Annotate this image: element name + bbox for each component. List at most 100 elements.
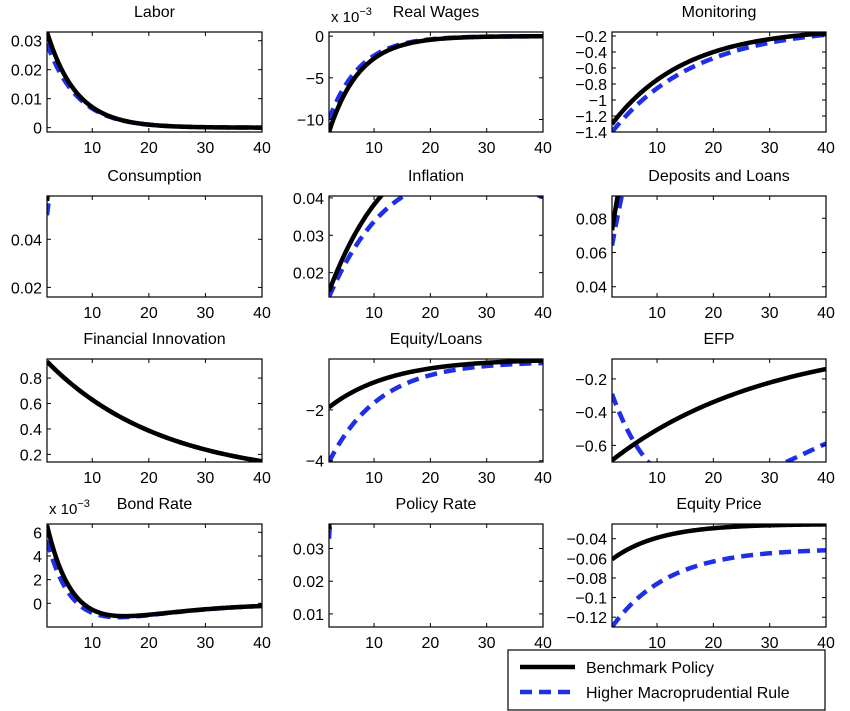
y-tick-label-real-wages: −5 xyxy=(306,71,324,88)
x-tick-label-equity-price: 30 xyxy=(761,635,779,652)
y-tick-label-equity-loans: −4 xyxy=(306,454,324,471)
y-tick-label-bond-rate: 6 xyxy=(33,525,42,542)
x-tick-label-bond-rate: 30 xyxy=(197,635,215,652)
x-tick-label-equity-loans: 40 xyxy=(534,470,552,487)
series-benchmark-inflation xyxy=(329,196,385,293)
y-tick-label-monitoring: −1.2 xyxy=(575,109,607,126)
series-macro-bond-rate xyxy=(47,539,262,620)
y-tick-label-financial-innovation: 0.6 xyxy=(20,397,42,414)
x-tick-label-efp: 20 xyxy=(704,470,722,487)
y-tick-label-equity-price: −0.04 xyxy=(567,532,608,549)
series-group-equity-price xyxy=(612,524,826,627)
exponent-label-bond-rate: x 10−3 xyxy=(49,498,90,518)
series-group-monitoring xyxy=(612,32,826,132)
axes-frame-labor xyxy=(46,31,263,133)
x-tick-label-bond-rate: 10 xyxy=(83,635,101,652)
series-group-equity-loans xyxy=(329,359,543,462)
legend: Benchmark Policy Higher Macroprudential … xyxy=(507,649,826,711)
x-tick-label-monitoring: 10 xyxy=(648,140,666,157)
series-benchmark-real-wages xyxy=(329,34,543,132)
series-benchmark-financial-innovation xyxy=(47,359,262,462)
axes-frame-consumption xyxy=(46,195,263,298)
panel-equity-price: Equity Price 10 20 30 40 −0.12 −0.1 −0.08 −0.06 −… xyxy=(567,496,835,652)
panel-title-deposits-and-loans: Deposits and Loans xyxy=(648,168,789,185)
panel-equity-loans: Equity/Loans 10 20 30 40 −4 −2 xyxy=(306,331,552,487)
x-tick-label-policy-rate: 40 xyxy=(534,635,552,652)
x-tick-label-equity-price: 20 xyxy=(704,635,722,652)
series-benchmark-equity-loans xyxy=(329,359,543,410)
panel-real-wages: Real Wages x 10−3 10 20 30 40 −10 −5 0 xyxy=(297,4,552,157)
x-tick-label-equity-loans: 20 xyxy=(421,470,439,487)
y-tick-label-equity-price: −0.06 xyxy=(567,551,608,568)
x-tick-label-monitoring: 40 xyxy=(817,140,835,157)
series-benchmark-labor xyxy=(47,32,262,130)
panel-bond-rate: Bond Rate x 10−3 10 20 30 40 0 2 4 6 xyxy=(33,496,271,652)
y-tick-label-bond-rate: 0 xyxy=(33,596,42,613)
x-tick-label-financial-innovation: 40 xyxy=(253,470,271,487)
series-benchmark-monitoring xyxy=(612,32,826,126)
axes-frame-equity-price xyxy=(611,523,827,628)
y-tick-label-monitoring: −0.6 xyxy=(575,61,607,78)
y-tick-label-bond-rate: 2 xyxy=(33,573,42,590)
x-tick-label-deposits-and-loans: 20 xyxy=(704,305,722,322)
panel-efp: EFP 10 20 30 40 −0.6 −0.4 −0.2 xyxy=(575,331,835,487)
panel-financial-innovation: Financial Innovation 10 20 30 40 0.2 0.4 0.6 0.8 xyxy=(20,331,271,487)
series-macro-equity-price xyxy=(612,548,826,627)
y-tick-label-efp: −0.6 xyxy=(575,438,607,455)
y-tick-label-real-wages: −10 xyxy=(297,113,324,130)
panel-policy-rate: Policy Rate 10 20 30 40 0.01 0.02 0.03 xyxy=(293,496,552,652)
x-tick-label-real-wages: 10 xyxy=(365,140,383,157)
y-tick-label-policy-rate: 0.02 xyxy=(293,574,324,591)
y-tick-label-financial-innovation: 0.2 xyxy=(20,447,42,464)
panel-title-equity-price: Equity Price xyxy=(676,496,761,513)
series-macro-efp xyxy=(612,393,826,462)
y-tick-label-monitoring: −0.2 xyxy=(575,29,607,46)
y-tick-label-monitoring: −1.4 xyxy=(575,125,607,142)
x-tick-label-efp: 10 xyxy=(648,470,666,487)
panel-consumption: Consumption 10 20 30 40 0.02 0.04 xyxy=(11,168,271,322)
x-tick-label-monitoring: 20 xyxy=(704,140,722,157)
series-macro-inflation xyxy=(329,196,543,297)
y-tick-label-inflation: 0.04 xyxy=(293,191,324,208)
y-tick-label-monitoring: −1 xyxy=(589,93,607,110)
x-tick-label-labor: 20 xyxy=(140,140,158,157)
y-tick-label-policy-rate: 0.01 xyxy=(293,607,324,624)
x-tick-label-inflation: 30 xyxy=(478,305,496,322)
panel-deposits-and-loans: Deposits and Loans 10 20 30 40 0.04 0.06 0.08 xyxy=(576,168,835,322)
legend-box xyxy=(507,649,826,711)
x-tick-label-deposits-and-loans: 30 xyxy=(761,305,779,322)
y-tick-label-monitoring: −0.4 xyxy=(575,45,607,62)
x-tick-label-consumption: 20 xyxy=(140,305,158,322)
y-tick-label-inflation: 0.03 xyxy=(293,228,324,245)
panel-title-inflation: Inflation xyxy=(408,168,464,185)
x-tick-label-inflation: 10 xyxy=(365,305,383,322)
y-tick-label-policy-rate: 0.03 xyxy=(293,542,324,559)
y-tick-label-bond-rate: 4 xyxy=(33,549,42,566)
y-tick-label-deposits-and-loans: 0.04 xyxy=(576,280,607,297)
y-tick-label-labor: 0.01 xyxy=(11,92,42,109)
y-tick-label-equity-price: −0.1 xyxy=(575,591,607,608)
axes-frame-policy-rate xyxy=(328,523,544,628)
axes-frame-financial-innovation xyxy=(46,358,263,463)
x-tick-label-equity-loans: 30 xyxy=(478,470,496,487)
axes-frame-monitoring xyxy=(611,31,827,133)
y-tick-label-inflation: 0.02 xyxy=(293,266,324,283)
y-tick-label-consumption: 0.02 xyxy=(11,280,42,297)
series-group-efp xyxy=(612,366,826,462)
x-tick-label-bond-rate: 20 xyxy=(140,635,158,652)
panel-title-policy-rate: Policy Rate xyxy=(396,496,477,513)
series-macro-labor xyxy=(47,42,262,130)
y-tick-label-efp: −0.4 xyxy=(575,405,607,422)
x-tick-label-deposits-and-loans: 10 xyxy=(648,305,666,322)
y-tick-label-consumption: 0.04 xyxy=(11,232,42,249)
axes-frame-efp xyxy=(611,358,827,463)
axes-frame-bond-rate xyxy=(46,523,263,628)
x-tick-label-labor: 40 xyxy=(253,140,271,157)
series-macro-equity-loans xyxy=(329,360,543,462)
panel-title-labor: Labor xyxy=(134,4,176,21)
series-macro-real-wages xyxy=(329,34,543,121)
y-tick-label-labor: 0 xyxy=(33,121,42,138)
x-tick-label-inflation: 40 xyxy=(534,305,552,322)
axes-frame-equity-loans xyxy=(328,358,544,463)
